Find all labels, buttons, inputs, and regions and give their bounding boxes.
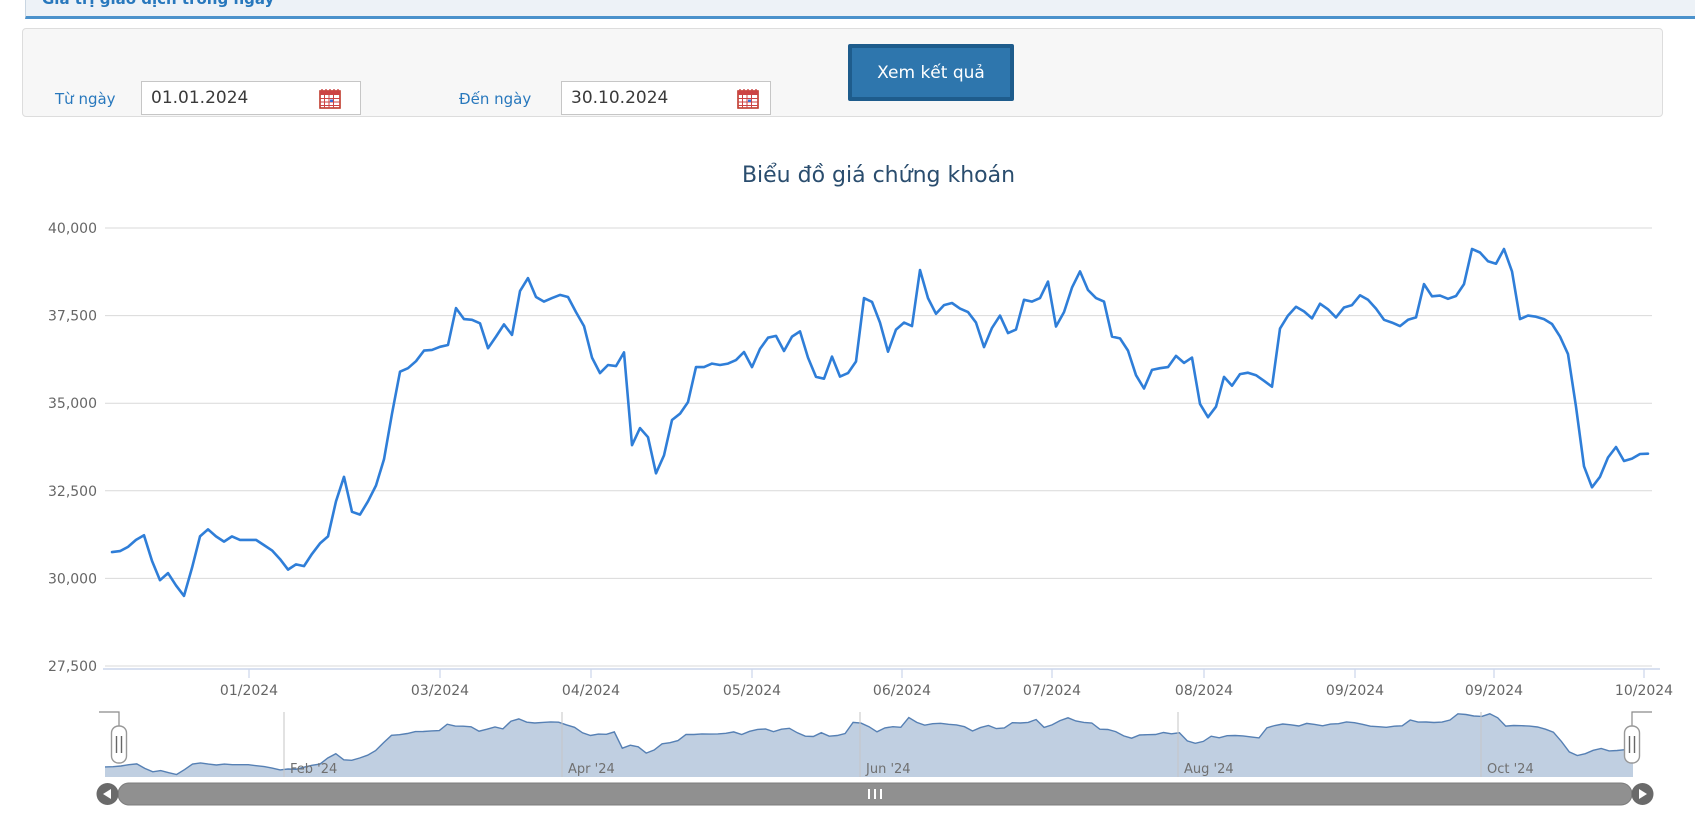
chart-title: Biểu đồ giá chứng khoán — [741, 163, 1016, 188]
x-axis-label: 07/2024 — [1023, 683, 1081, 699]
x-axis-label: 10/2024 — [1615, 683, 1673, 699]
scrollbar-left-arrow-button[interactable] — [96, 783, 119, 805]
handle-grip[interactable] — [110, 725, 128, 764]
handle-grip[interactable] — [1623, 725, 1641, 764]
navigator-line — [104, 713, 1633, 776]
to-date-input[interactable] — [561, 81, 771, 115]
y-axis-label: 27,500 — [48, 659, 97, 675]
to-date-calendar-icon[interactable] — [737, 89, 759, 109]
navigator-month-label: Apr '24 — [568, 762, 615, 777]
to-date-label: Đến ngày — [459, 90, 532, 108]
navigator-month-label: Oct '24 — [1487, 762, 1534, 777]
y-axis-label: 35,000 — [48, 396, 97, 412]
navigator-handle-right[interactable] — [1623, 725, 1641, 764]
navigator-month-label: Feb '24 — [290, 762, 337, 777]
left-arrow-glyph — [103, 789, 111, 799]
y-axis-label: 32,500 — [48, 484, 97, 500]
x-axis-label: 09/2024 — [1465, 683, 1523, 699]
navigator-month-label: Jun '24 — [865, 762, 911, 777]
scrollbar-right-arrow-button[interactable] — [1631, 783, 1654, 805]
price-line — [110, 247, 1650, 598]
x-axis-label: 06/2024 — [873, 683, 931, 699]
date-filter-panel: Từ ngày Đến ngày — [22, 28, 1663, 117]
x-axis-label: 04/2024 — [562, 683, 620, 699]
right-arrow-glyph — [1639, 789, 1647, 799]
tab-daily-trading-value[interactable]: Giá trị giao dịch trong ngày — [42, 0, 274, 8]
x-axis-label: 03/2024 — [411, 683, 469, 699]
x-axis-label: 05/2024 — [723, 683, 781, 699]
x-axis-label: 09/2024 — [1326, 683, 1384, 699]
navigator-month-label: Aug '24 — [1184, 762, 1234, 777]
from-date-calendar-icon[interactable] — [319, 89, 341, 109]
x-axis-label: 08/2024 — [1175, 683, 1233, 699]
view-results-button[interactable]: Xem kết quả — [848, 44, 1014, 101]
navigator-handle-left[interactable] — [110, 725, 128, 764]
from-date-label: Từ ngày — [55, 90, 116, 108]
y-axis-label: 30,000 — [48, 571, 97, 587]
y-axis-label: 40,000 — [48, 221, 97, 237]
x-axis-label: 01/2024 — [220, 683, 278, 699]
tab-bar: Giá trị giao dịch trong ngày — [25, 0, 1695, 19]
y-axis-label: 37,500 — [48, 309, 97, 325]
